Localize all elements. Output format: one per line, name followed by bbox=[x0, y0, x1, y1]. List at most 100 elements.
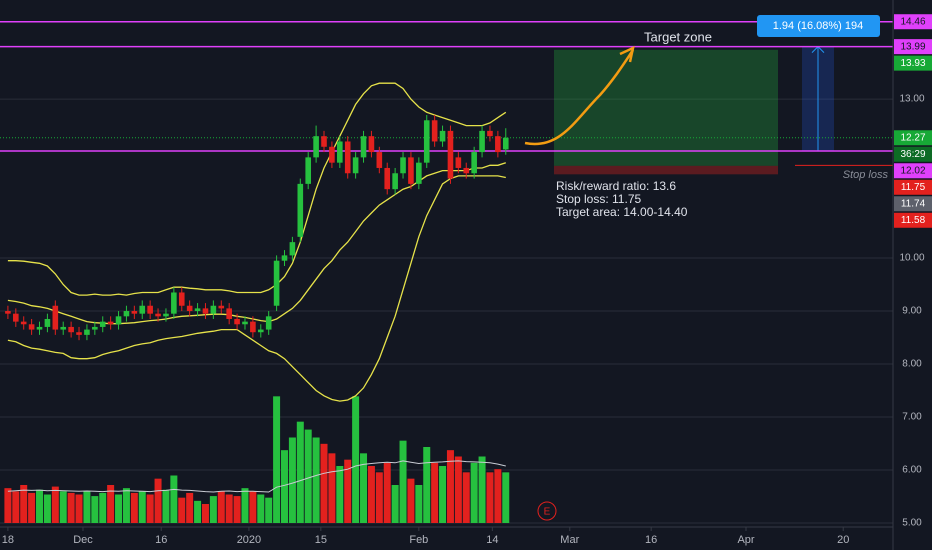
candle-body bbox=[360, 136, 367, 158]
countdown: 36:29 bbox=[900, 149, 925, 160]
price-label-box bbox=[894, 179, 932, 195]
measure-label: 1.94 (16.08%) 194 bbox=[773, 20, 864, 32]
volume-bar bbox=[241, 488, 249, 523]
volume-bar bbox=[367, 466, 375, 523]
candle-body bbox=[502, 137, 509, 150]
volume-bar bbox=[233, 496, 241, 523]
x-tick-label: Mar bbox=[560, 534, 579, 546]
candle-body bbox=[376, 152, 383, 168]
candle-body bbox=[321, 136, 327, 147]
volume-bar bbox=[20, 485, 28, 523]
volume-bar bbox=[486, 472, 494, 523]
candle-body bbox=[384, 167, 391, 190]
volume-bar bbox=[130, 492, 138, 523]
volume-bar bbox=[249, 491, 257, 523]
volume-bar bbox=[122, 488, 130, 523]
volume-bar bbox=[320, 443, 328, 523]
volume-bar bbox=[304, 429, 312, 523]
y-tick-label: 13.00 bbox=[899, 94, 924, 105]
candle-body bbox=[257, 329, 264, 333]
volume-bar bbox=[328, 453, 336, 523]
volume-bar bbox=[415, 485, 423, 523]
candle-body bbox=[92, 326, 98, 330]
volume-bar bbox=[423, 447, 431, 523]
candle-body bbox=[416, 162, 422, 184]
price-label: 14.46 bbox=[900, 16, 925, 27]
candle-body bbox=[273, 260, 280, 306]
x-tick-label: 2020 bbox=[237, 534, 261, 546]
earnings-marker bbox=[537, 501, 557, 521]
volume-bar bbox=[478, 456, 486, 523]
arrow-drawing bbox=[524, 45, 635, 146]
stats-line: Risk/reward ratio: 13.6 bbox=[556, 179, 676, 193]
candle-body bbox=[131, 311, 138, 314]
earnings-label: E bbox=[544, 507, 551, 518]
x-tick-label: 16 bbox=[645, 534, 657, 546]
candle-body bbox=[186, 305, 193, 312]
candles bbox=[5, 114, 509, 341]
price-label: 12.27 bbox=[900, 132, 925, 143]
candle-body bbox=[463, 167, 470, 174]
price-label-box bbox=[894, 212, 932, 228]
volume-bar bbox=[99, 492, 107, 523]
volume-bar bbox=[178, 497, 186, 523]
candle-body bbox=[297, 183, 304, 237]
x-tick-label: Feb bbox=[409, 534, 428, 546]
candle-body bbox=[171, 292, 177, 314]
volume-bar bbox=[75, 494, 83, 523]
volume-bar bbox=[375, 472, 383, 523]
volume-bar bbox=[391, 485, 399, 523]
volume-bar bbox=[312, 437, 320, 523]
candle-body bbox=[423, 120, 430, 163]
candle-body bbox=[337, 141, 343, 163]
bollinger-upper bbox=[7, 82, 507, 296]
candle-body bbox=[194, 308, 201, 312]
candle-body bbox=[392, 173, 398, 190]
price-label: 11.58 bbox=[901, 215, 926, 226]
y-tick-label: 10.00 bbox=[899, 253, 924, 264]
candle-body bbox=[147, 305, 153, 314]
candle-body bbox=[471, 152, 477, 174]
volume-bar bbox=[59, 491, 67, 523]
volume-bar bbox=[115, 494, 123, 523]
candle-body bbox=[218, 305, 225, 309]
candle-body bbox=[163, 313, 169, 317]
candle-body bbox=[13, 313, 19, 322]
x-tick-label: Dec bbox=[73, 534, 93, 546]
volume-bar bbox=[454, 456, 462, 523]
candle-body bbox=[155, 313, 161, 317]
candle-body bbox=[455, 157, 462, 168]
volume-bar bbox=[494, 469, 502, 523]
volume-bar bbox=[186, 492, 194, 523]
price-label: 13.99 bbox=[900, 41, 925, 52]
candle-body bbox=[99, 321, 106, 327]
bollinger-middle bbox=[7, 162, 507, 325]
volume-bar bbox=[280, 450, 288, 523]
candle-body bbox=[344, 141, 351, 174]
volume-bar bbox=[446, 450, 454, 523]
price-label-box bbox=[894, 55, 932, 71]
volume-bar bbox=[462, 472, 470, 523]
volume-bar bbox=[67, 492, 75, 523]
candle-body bbox=[20, 321, 27, 325]
candle-body bbox=[44, 318, 51, 327]
y-tick-label: 9.00 bbox=[902, 306, 922, 317]
candle-body bbox=[76, 332, 82, 335]
volume-bar bbox=[296, 421, 304, 523]
price-label: 11.75 bbox=[901, 182, 926, 193]
volume-bar bbox=[4, 488, 12, 523]
volume-bar bbox=[138, 491, 146, 523]
stop-loss-label: Stop loss bbox=[843, 169, 889, 181]
volume-bar bbox=[257, 494, 265, 523]
volume-bar bbox=[43, 494, 51, 523]
volume-bar bbox=[288, 437, 296, 523]
candle-body bbox=[84, 329, 90, 335]
x-tick-label: 20 bbox=[837, 534, 849, 546]
volume-bar bbox=[201, 504, 209, 523]
candle-body bbox=[5, 311, 11, 314]
volume-bar bbox=[91, 496, 99, 523]
candle-body bbox=[36, 326, 43, 330]
price-label-box bbox=[894, 130, 932, 146]
